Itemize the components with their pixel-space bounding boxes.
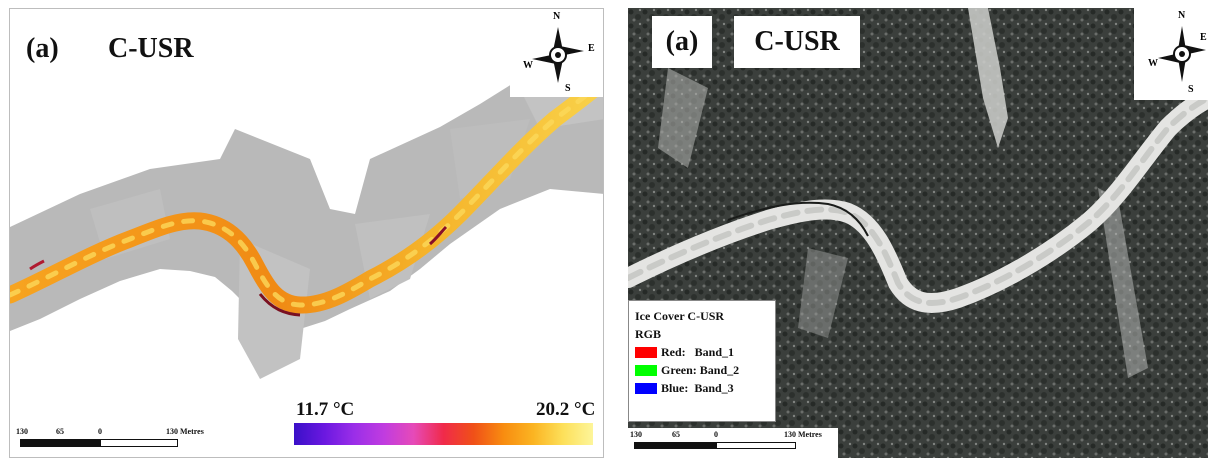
site-title: C-USR (108, 33, 194, 64)
rgb-map-panel: (a) C-USR N E S W Ice Cover C-USR RGB Re… (628, 8, 1208, 458)
legend-swatch (635, 382, 657, 394)
compass-west-label: W (523, 60, 533, 71)
legend-item-label: Green: Band_2 (661, 362, 740, 377)
compass-rose-icon: N E S W (1134, 8, 1208, 100)
compass-south-label: S (1188, 84, 1194, 95)
scale-tick-label: 65 (56, 427, 64, 436)
compass-west-label: W (1148, 58, 1158, 69)
legend-title: Ice Cover C-USR (635, 308, 725, 323)
temperature-colorbar (294, 423, 593, 445)
compass-east-label: E (588, 43, 595, 54)
scale-tick-label: 130 Metres (166, 427, 204, 436)
legend-subtitle: RGB (635, 326, 662, 341)
thermal-map-image (10, 9, 603, 379)
scale-bar: 130 65 0 130 Metres (628, 428, 838, 458)
legend-item-blue: Blue: Band_3 (635, 379, 769, 397)
legend-item-label: Blue: Band_3 (661, 380, 734, 395)
scale-bar: 130 65 0 130 Metres (16, 427, 236, 455)
compass-north-label: N (553, 11, 561, 22)
compass-south-label: S (565, 83, 571, 94)
rgb-aerial-image (628, 8, 1208, 458)
legend: Ice Cover C-USR RGB Red: Band_1 Green: B… (628, 300, 776, 422)
colorbar-max-label: 20.2 °C (536, 399, 596, 420)
scale-tick-label: 130 (630, 430, 642, 439)
scale-tick-label: 130 Metres (784, 430, 822, 439)
compass-rose-icon: N E S W (518, 11, 602, 97)
legend-item-red: Red: Band_1 (635, 343, 769, 361)
colorbar-min-label: 11.7 °C (296, 399, 355, 420)
panel-letter: (a) (26, 33, 59, 64)
legend-swatch (635, 346, 657, 358)
scale-tick-label: 65 (672, 430, 680, 439)
site-title: C-USR (734, 16, 860, 68)
legend-item-label: Red: Band_1 (661, 344, 735, 359)
legend-swatch (635, 364, 657, 376)
legend-item-green: Green: Band_2 (635, 361, 769, 379)
scale-tick-label: 0 (714, 430, 718, 439)
scale-tick-label: 0 (98, 427, 102, 436)
scale-tick-label: 130 (16, 427, 28, 436)
thermal-map-panel: (a) C-USR N E S W 11.7 °C 20.2 °C 130 65… (9, 8, 604, 458)
compass-north-label: N (1178, 10, 1186, 21)
panel-letter: (a) (652, 16, 712, 68)
compass-east-label: E (1200, 32, 1207, 43)
